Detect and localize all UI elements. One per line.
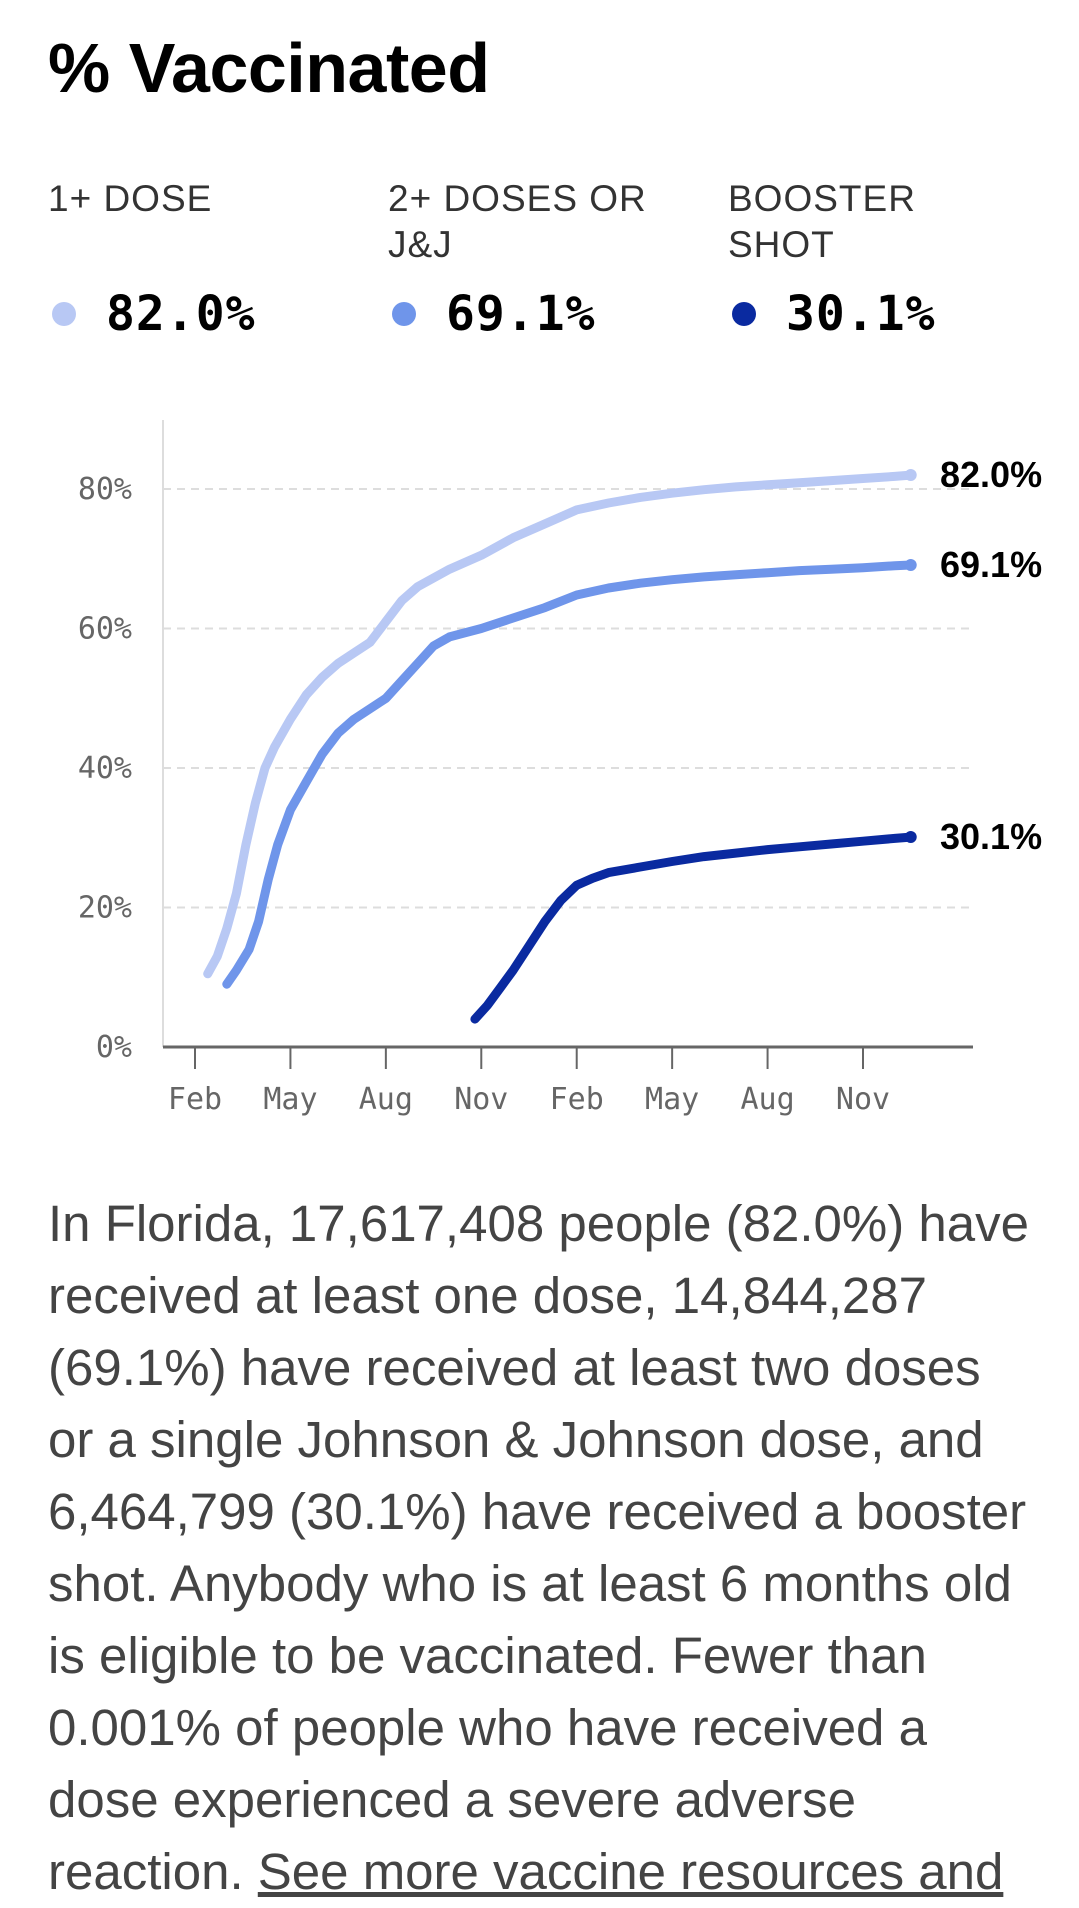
series-end-label: 82.0% bbox=[940, 454, 1042, 495]
stat-value: 69.1% bbox=[446, 286, 596, 342]
x-tick-label: Feb bbox=[550, 1082, 604, 1117]
stat-booster: BOOSTER SHOT 30.1% bbox=[728, 176, 948, 342]
summary-text: In Florida, 17,617,408 people (82.0%) ha… bbox=[48, 1195, 1030, 1900]
y-tick-label: 80% bbox=[78, 472, 132, 507]
legend-dot-icon bbox=[732, 302, 756, 326]
series-end-label: 30.1% bbox=[940, 816, 1042, 857]
stat-value: 82.0% bbox=[106, 286, 256, 342]
x-tick-label: May bbox=[263, 1082, 317, 1117]
x-tick-label: Aug bbox=[740, 1082, 794, 1117]
series-end-label: 69.1% bbox=[940, 544, 1042, 585]
x-tick-label: Nov bbox=[454, 1082, 508, 1117]
x-tick-label: Nov bbox=[836, 1082, 890, 1117]
x-tick-label: Aug bbox=[359, 1082, 413, 1117]
y-tick-label: 20% bbox=[78, 891, 132, 926]
stat-two-doses: 2+ DOSES OR J&J 69.1% bbox=[388, 176, 658, 342]
series-end-point bbox=[904, 469, 917, 482]
series-end-point bbox=[904, 559, 917, 572]
page-title: % Vaccinated bbox=[48, 29, 490, 107]
y-tick-label: 0% bbox=[96, 1030, 132, 1065]
legend-dot-icon bbox=[392, 302, 416, 326]
stat-label: 1+ DOSE bbox=[48, 178, 213, 219]
legend-dot-icon bbox=[52, 302, 76, 326]
y-tick-label: 60% bbox=[78, 612, 132, 647]
vaccination-line-chart: 0% 20% 40% 60% 80% Feb May Aug Nov Feb May Aug Nov 82… bbox=[78, 420, 1042, 1117]
x-tick-label: May bbox=[645, 1082, 699, 1117]
vaccine-resources-link[interactable]: See more vaccine resources and bbox=[257, 1843, 1004, 1900]
series-end-point bbox=[904, 831, 917, 844]
y-tick-label: 40% bbox=[78, 751, 132, 786]
stat-value: 30.1% bbox=[786, 286, 936, 342]
series-line-1 bbox=[203, 470, 916, 979]
series-line-2 bbox=[222, 560, 916, 989]
summary-paragraph: In Florida, 17,617,408 people (82.0%) ha… bbox=[48, 1188, 1038, 1908]
stat-first-dose: 1+ DOSE 82.0% bbox=[48, 176, 348, 342]
x-tick-label: Feb bbox=[168, 1082, 222, 1117]
stat-label: 2+ DOSES OR J&J bbox=[388, 178, 647, 265]
stat-label: BOOSTER SHOT bbox=[728, 178, 916, 265]
series-line-3 bbox=[470, 832, 916, 1024]
